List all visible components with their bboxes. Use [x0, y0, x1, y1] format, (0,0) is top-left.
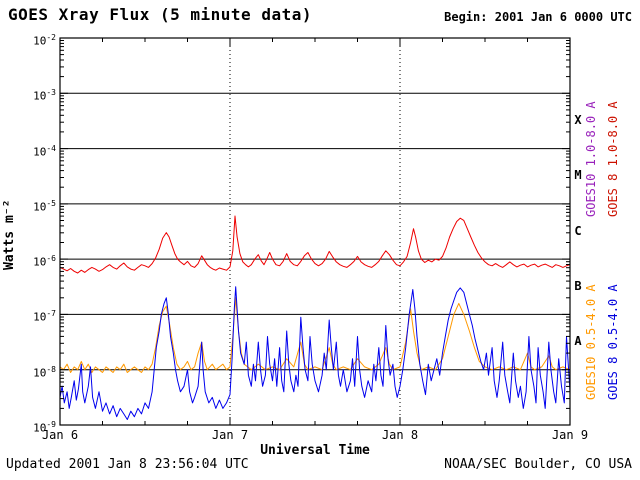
legend-goes8-short-label: GOES 8 0.5-4.0 A: [606, 284, 620, 400]
flare-class-label-x: X: [574, 112, 582, 127]
x-tick-label: Jan 7: [211, 428, 249, 442]
legend-goes10-long-label: GOES10 1.0-8.0 A: [584, 101, 598, 217]
begin-timestamp: Begin: 2001 Jan 6 0000 UTC: [444, 10, 632, 24]
trace-goes-8-1-0-8-0-a: [59, 215, 571, 274]
x-tick-label: Jan 6: [41, 428, 79, 442]
plot-title: GOES Xray Flux (5 minute data): [8, 5, 312, 24]
y-tick-label: 10-8: [33, 364, 56, 380]
y-tick-label: 10-5: [33, 198, 56, 214]
trace-goes10-0-5-4-0-a: [59, 297, 571, 373]
begin-label: Begin:: [444, 10, 488, 24]
flare-class-label-c: C: [574, 223, 582, 238]
flare-class-label-m: M: [574, 168, 582, 183]
y-tick-label: 10-4: [33, 143, 56, 159]
flare-class-label-b: B: [574, 278, 582, 293]
legend-goes10-short-label: GOES10 0.5-4.0 A: [584, 284, 598, 400]
x-tick-label: Jan 8: [381, 428, 419, 442]
legend-goes8-long-label: GOES 8 1.0-8.0 A: [606, 101, 620, 217]
y-tick-label: 10-7: [33, 309, 56, 325]
flare-class-label-a: A: [574, 334, 582, 349]
footer-credit: NOAA/SEC Boulder, CO USA: [444, 457, 632, 472]
begin-value: 2001 Jan 6 0000 UTC: [494, 10, 632, 24]
x-axis-label: Universal Time: [260, 443, 370, 458]
footer-updated-timestamp: Updated 2001 Jan 8 23:56:04 UTC: [6, 457, 249, 472]
y-axis-label: Watts m⁻²: [2, 199, 17, 271]
y-tick-label: 10-2: [33, 33, 56, 48]
y-tick-label: 10-9: [33, 420, 56, 435]
y-tick-label: 10-3: [33, 88, 56, 103]
trace-goes-8-0-5-4-0-a: [59, 286, 571, 420]
y-tick-label: 10-6: [33, 254, 56, 269]
x-tick-label: Jan 9: [551, 428, 589, 442]
